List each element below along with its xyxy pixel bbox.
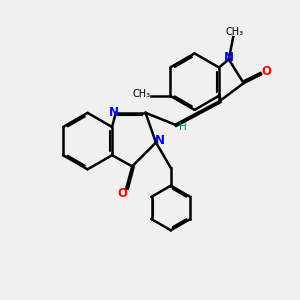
Text: O: O [118,188,128,200]
Text: N: N [154,134,164,147]
Text: CH₃: CH₃ [226,27,244,37]
Text: CH₃: CH₃ [132,89,150,99]
Text: N: N [224,51,234,64]
Text: O: O [262,65,272,78]
Text: H: H [179,122,187,132]
Text: N: N [109,106,119,119]
